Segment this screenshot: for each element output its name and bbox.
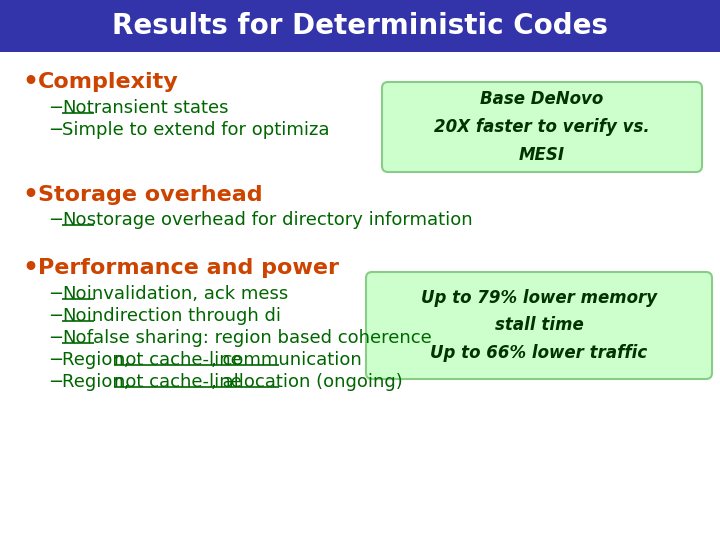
- Text: storage overhead for directory information: storage overhead for directory informati…: [81, 211, 472, 229]
- Text: Results for Deterministic Codes: Results for Deterministic Codes: [112, 12, 608, 40]
- Text: Complexity: Complexity: [38, 72, 179, 92]
- Text: −: −: [48, 329, 63, 347]
- Text: Up to 79% lower memory
stall time
Up to 66% lower traffic: Up to 79% lower memory stall time Up to …: [421, 289, 657, 362]
- Text: , communication: , communication: [211, 351, 361, 369]
- Text: •: •: [22, 183, 38, 207]
- Text: −: −: [48, 121, 63, 139]
- Text: false sharing: region based coherence: false sharing: region based coherence: [81, 329, 432, 347]
- Text: transient states: transient states: [81, 99, 228, 117]
- Text: −: −: [48, 211, 63, 229]
- Text: •: •: [22, 70, 38, 94]
- Text: Base DeNovo
20X faster to verify vs.
MESI: Base DeNovo 20X faster to verify vs. MES…: [434, 90, 650, 164]
- Text: Storage overhead: Storage overhead: [38, 185, 263, 205]
- Text: No: No: [62, 285, 86, 303]
- Text: Simple to extend for optimiza: Simple to extend for optimiza: [62, 121, 330, 139]
- Text: not cache-line: not cache-line: [114, 351, 242, 369]
- Text: −: −: [48, 351, 63, 369]
- Text: not cache-line: not cache-line: [114, 373, 242, 391]
- Text: Region,: Region,: [62, 373, 135, 391]
- Text: −: −: [48, 307, 63, 325]
- Text: No: No: [62, 307, 86, 325]
- Text: Performance and power: Performance and power: [38, 258, 339, 278]
- Text: No: No: [62, 99, 86, 117]
- Text: , allocation (ongoing): , allocation (ongoing): [211, 373, 402, 391]
- Text: No: No: [62, 329, 86, 347]
- FancyBboxPatch shape: [366, 272, 712, 379]
- Text: indirection through di: indirection through di: [81, 307, 281, 325]
- Text: No: No: [62, 211, 86, 229]
- Text: •: •: [22, 256, 38, 280]
- FancyBboxPatch shape: [382, 82, 702, 172]
- Text: −: −: [48, 99, 63, 117]
- Text: −: −: [48, 285, 63, 303]
- Text: −: −: [48, 373, 63, 391]
- FancyBboxPatch shape: [0, 0, 720, 52]
- Text: invalidation, ack mess: invalidation, ack mess: [81, 285, 288, 303]
- Text: Region,: Region,: [62, 351, 135, 369]
